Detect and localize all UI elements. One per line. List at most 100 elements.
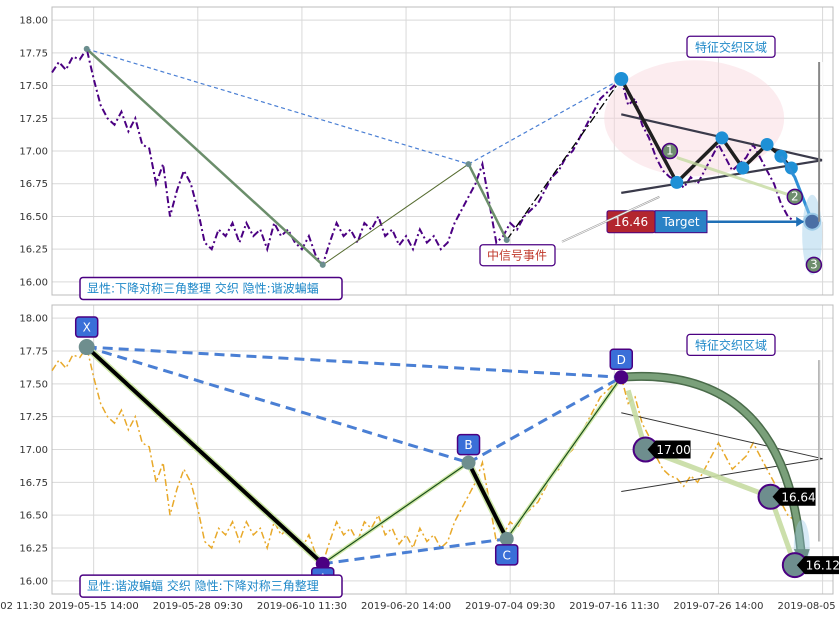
target-point [803, 212, 822, 231]
y-tick-label: 17.50 [19, 81, 48, 92]
x-tick-label: 2019-05-15 14:00 [49, 601, 139, 612]
leg-line [85, 345, 325, 566]
xd-dashed-connector [86, 345, 622, 379]
bd-dashed-line [468, 78, 622, 165]
y-tick-label: 18.00 [19, 314, 48, 325]
signal-arrow-inner [561, 196, 660, 243]
breakout-line [779, 155, 814, 223]
x-tick-label: 2019-07-04 09:30 [465, 601, 555, 612]
signal-event-box [479, 244, 556, 267]
projection-arc-outline [620, 371, 807, 562]
harmonic-point-box [609, 348, 634, 370]
zigzag-vertex [736, 161, 750, 175]
legend-box [79, 276, 343, 301]
x-tick-label: 2019-06-10 11:30 [257, 601, 347, 612]
pivot-dot [83, 45, 90, 52]
target-tag-text: 17.00 [656, 443, 690, 457]
leg-line [506, 376, 622, 540]
target-arrowhead [796, 216, 805, 227]
y-tick-label: 16.00 [19, 277, 48, 288]
harmonic-point-box [494, 544, 519, 566]
wave-point-marker [661, 142, 679, 160]
y-tick-label: 17.75 [19, 346, 48, 357]
target-tag [772, 487, 816, 506]
pivot-dot [503, 237, 510, 244]
y-tick-label: 17.25 [19, 114, 48, 125]
x-tick-label: 2019-08-05 12:00 [778, 601, 839, 612]
target-tag [796, 556, 839, 575]
zigzag-vertex [614, 72, 629, 86]
x-tick-label: 2019-05-28 09:30 [153, 601, 243, 612]
zigzag-vertex [715, 131, 729, 145]
y-tick-label: 16.00 [19, 576, 48, 587]
wave-point-marker [786, 188, 804, 206]
x-tick-label: 2019-05-02 11:30 [0, 601, 45, 612]
y-tick-label: 17.00 [19, 445, 48, 456]
wave-guide-line [676, 156, 796, 199]
triangle-lower-line [621, 458, 823, 493]
y-tick-label: 18.00 [19, 16, 48, 27]
x-tick-label: 2019-06-20 14:00 [361, 601, 451, 612]
y-tick-label: 17.00 [19, 147, 48, 158]
bc-leg [467, 163, 508, 241]
zigzag-vertex [760, 137, 774, 151]
harmonic-point-dot [461, 455, 476, 470]
x-tick-label: 2019-07-26 14:00 [673, 601, 763, 612]
harmonic-point-label: C [503, 548, 511, 562]
target-path [625, 389, 798, 566]
y-tick-label: 17.25 [19, 412, 48, 423]
harmonic-point-label: X [83, 321, 91, 335]
leg-line [322, 462, 469, 565]
y-tick-label: 16.75 [19, 179, 48, 190]
legend-box [79, 574, 343, 598]
y-tick-label: 16.25 [19, 245, 48, 256]
zone-label-text: 特征交织区域 [695, 337, 767, 352]
plot-frame [51, 6, 834, 296]
cd-leg [506, 78, 622, 241]
target-label-text: Target [661, 215, 699, 229]
zone-label-text: 特征交织区域 [695, 39, 767, 54]
y-tick-label: 17.75 [19, 48, 48, 59]
zone-label-box [686, 35, 776, 58]
price-line [51, 46, 796, 268]
pivot-dot [319, 261, 326, 268]
projection-arc [621, 373, 805, 562]
y-tick-label: 16.25 [19, 544, 48, 555]
wave-point-label: 2 [791, 189, 799, 203]
wave-point-marker [805, 256, 823, 274]
x-tick-label: 2019-07-16 11:30 [569, 601, 659, 612]
signal-event-label: 中信号事件 [487, 248, 547, 263]
triangle-upper-line [621, 412, 823, 460]
target-tag-text: 16.12 [806, 559, 839, 573]
harmonic-point-label: D [617, 353, 626, 367]
target-tag-text: 16.64 [781, 490, 815, 504]
y-tick-label: 16.50 [19, 511, 48, 522]
wave-point-label: 1 [666, 144, 674, 158]
zone-label-box [686, 333, 776, 357]
interweave-zone [604, 60, 785, 177]
bd-dashed-connector [467, 375, 622, 464]
target-value-text: 16.46 [614, 215, 648, 229]
plot-frame [51, 304, 834, 595]
harmonic-point-dot [614, 370, 629, 385]
harmonic-point-box [74, 316, 99, 338]
ab-leg [322, 163, 469, 266]
legend-text: 显性:下降对称三角整理 交织 隐性:谐波蝙蝠 [87, 280, 319, 295]
xb-dashed-line [86, 48, 469, 165]
harmonic-point-label: B [464, 438, 472, 452]
leg-line [466, 461, 509, 540]
harmonic-point-dot [78, 339, 95, 356]
xa-leg [85, 47, 324, 266]
pivot-dot [465, 161, 472, 168]
price-line [51, 345, 796, 566]
y-tick-label: 17.50 [19, 379, 48, 390]
target-tag [647, 440, 691, 459]
wave-point-label: 3 [810, 257, 818, 271]
harmonic-point-box [456, 433, 481, 456]
harmonic-point-dot [499, 531, 514, 546]
y-tick-label: 16.50 [19, 212, 48, 223]
zigzag-vertex [670, 175, 684, 189]
xb-dashed-connector [86, 345, 469, 465]
y-tick-label: 16.75 [19, 478, 48, 489]
